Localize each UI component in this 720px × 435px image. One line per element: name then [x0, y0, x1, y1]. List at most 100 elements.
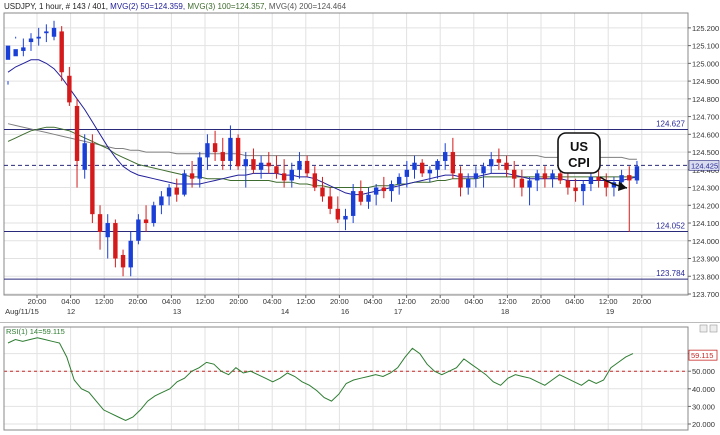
candle-body — [28, 38, 34, 43]
candle — [36, 27, 41, 46]
candle-body — [320, 187, 325, 197]
candle — [604, 173, 609, 197]
rsi-tick-label: 40.000 — [692, 385, 715, 394]
time-tick-label: 04:00 — [61, 297, 80, 306]
time-tick-label: 12:00 — [397, 297, 416, 306]
candle-body — [535, 173, 540, 181]
candle — [243, 152, 248, 188]
candle — [419, 159, 425, 177]
annotation-line-2: CPI — [568, 155, 590, 170]
level-label-bg — [655, 269, 687, 279]
mvg2-label: MVG(2) 50=124.359, — [110, 2, 187, 11]
candle-body — [343, 215, 348, 220]
candle — [550, 169, 555, 188]
candle — [59, 26, 64, 82]
candle — [496, 148, 502, 170]
candle-body — [258, 162, 264, 170]
panel-close-icon[interactable] — [709, 324, 718, 333]
candle-body — [189, 173, 195, 179]
candle-body — [251, 159, 256, 170]
candle-body — [143, 219, 149, 224]
candle-body — [220, 152, 225, 161]
panel-minimize-icon[interactable] — [699, 324, 708, 333]
candle-body — [558, 173, 563, 181]
panel-divider[interactable] — [0, 322, 720, 323]
candle-body — [619, 175, 624, 183]
candle — [627, 166, 632, 232]
price-tick-label: 124.900 — [692, 77, 719, 86]
candle-body — [450, 152, 456, 174]
candle — [442, 143, 448, 170]
candle-body — [36, 36, 41, 39]
candle — [74, 98, 80, 188]
candle-body — [381, 187, 387, 192]
candle — [504, 155, 509, 177]
candle-body — [312, 173, 317, 188]
candle-body — [373, 187, 379, 195]
candle — [381, 176, 387, 199]
candle-body — [51, 27, 57, 37]
price-tick-label: 125.100 — [692, 42, 719, 51]
candle-body — [59, 31, 64, 73]
candle — [412, 155, 417, 179]
level-label-bg — [655, 119, 687, 129]
candle — [435, 159, 440, 179]
candle — [304, 155, 310, 177]
candle-body — [120, 254, 126, 268]
rsi-current-box — [688, 349, 718, 361]
candle-body — [412, 162, 417, 170]
rsi-series — [7, 337, 634, 422]
candle-body — [404, 169, 410, 177]
candle-body — [550, 173, 555, 179]
candle-body — [281, 173, 287, 181]
candle-body — [427, 169, 433, 174]
candle-body — [44, 31, 49, 34]
candle — [450, 137, 456, 179]
candle-body — [565, 180, 571, 188]
candle — [404, 160, 410, 188]
candle-body — [458, 173, 463, 188]
candle-body — [489, 159, 494, 167]
candle-body — [504, 162, 509, 170]
us-cpi-annotation: US CPI — [557, 132, 628, 191]
rsi-panel-frame — [3, 326, 689, 431]
candle — [535, 169, 540, 192]
candle-body — [235, 137, 241, 167]
candle — [197, 152, 202, 188]
candle-body — [350, 191, 356, 216]
interval-label: , 1 hour, # 143 / 401, — [35, 2, 111, 11]
candle — [489, 152, 494, 174]
price-tick-label: 123.700 — [692, 290, 719, 299]
main-panel-frame — [3, 12, 689, 296]
level-label-123.784: 123.784 — [656, 269, 685, 278]
annotation-box — [557, 132, 601, 174]
candle-body — [466, 178, 471, 188]
candle — [581, 180, 586, 206]
price-tick-label: 123.900 — [692, 255, 719, 264]
candle — [634, 160, 640, 184]
price-tick-label: 124.200 — [692, 201, 719, 210]
candle — [512, 160, 517, 188]
rsi-tick-label: 50.000 — [692, 367, 715, 376]
candle — [266, 152, 271, 174]
candle — [542, 166, 548, 188]
candle — [143, 205, 149, 232]
time-tick-label: 12:00 — [95, 297, 114, 306]
candle — [251, 148, 256, 174]
candle-body — [596, 176, 601, 181]
candle-body — [542, 173, 548, 179]
candle — [136, 214, 141, 245]
rsi-grid — [4, 327, 688, 430]
candle-body — [389, 184, 394, 192]
candle — [235, 134, 241, 170]
level-tag-box — [688, 160, 720, 171]
candle-body — [174, 187, 179, 195]
candle-body — [113, 223, 118, 259]
candle — [212, 130, 218, 161]
price-tick-label: 125.200 — [692, 24, 719, 33]
time-tick-label: 04:00 — [364, 297, 383, 306]
time-tick-label: 04:00 — [565, 297, 584, 306]
candle-body — [82, 143, 87, 170]
candle — [120, 249, 126, 277]
